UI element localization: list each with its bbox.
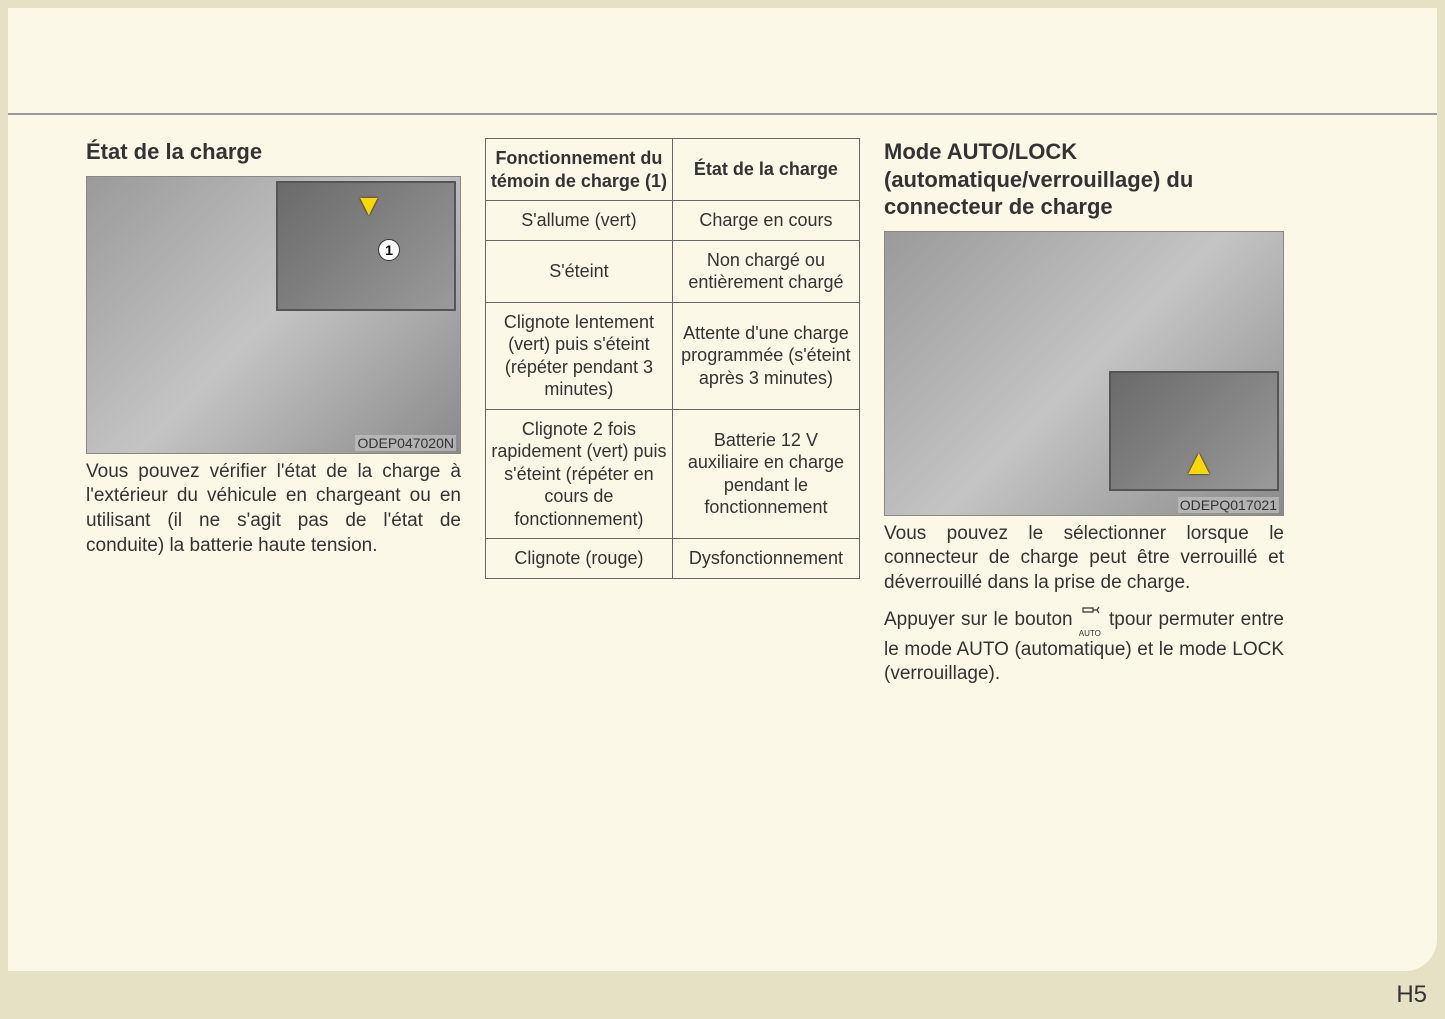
image-vehicle-interior: ▲ ODEPQ017021: [884, 231, 1284, 516]
image-vehicle-exterior: ▼ 1 ODEP047020N: [86, 176, 461, 454]
table-header-right: État de la charge: [672, 139, 859, 201]
body-text-1: Vous pouvez vérifier l'état de la charge…: [86, 460, 461, 559]
plug-auto-icon: [1079, 602, 1103, 622]
table-cell: Clignote 2 fois rapidement (vert) puis s…: [486, 409, 673, 539]
heading-auto-lock: Mode AUTO/LOCK (automatique/verrouillage…: [884, 138, 1284, 221]
body-text-3: Appuyer sur le bouton AUTO tpour permute…: [884, 602, 1284, 687]
table-cell: Clignote lentement (vert) puis s'éteint …: [486, 302, 673, 409]
table-cell: S'éteint: [486, 240, 673, 302]
heading-charge-state: État de la charge: [86, 138, 461, 166]
image-label-1: ODEP047020N: [355, 435, 456, 451]
charge-status-table: Fonctionnement du témoin de charge (1) É…: [485, 138, 860, 579]
body-text-2: Vous pouvez le sélectionner lorsque le c…: [884, 522, 1284, 596]
table-row: Clignote (rouge) Dysfonctionnement: [486, 539, 860, 579]
image-inset-button: ▲: [1109, 371, 1279, 491]
callout-number-1: 1: [378, 239, 400, 261]
image-inset-dashboard: ▼ 1: [276, 181, 456, 311]
auto-lock-icon: AUTO: [1079, 602, 1103, 638]
arrow-up-icon: ▲: [1181, 441, 1217, 483]
icon-sublabel: AUTO: [1079, 629, 1101, 638]
table-cell: Clignote (rouge): [486, 539, 673, 579]
table-cell: Attente d'une charge programmée (s'étein…: [672, 302, 859, 409]
page-number: H5: [1396, 981, 1427, 1009]
table-row: Clignote lentement (vert) puis s'éteint …: [486, 302, 860, 409]
page-inner: État de la charge ▼ 1 ODEP047020N Vous p…: [8, 8, 1437, 971]
content-columns: État de la charge ▼ 1 ODEP047020N Vous p…: [86, 138, 1359, 687]
table-row: Clignote 2 fois rapidement (vert) puis s…: [486, 409, 860, 539]
table-cell: Non chargé ou entièrement chargé: [672, 240, 859, 302]
table-cell: S'allume (vert): [486, 201, 673, 241]
arrow-down-icon: ▼: [354, 189, 384, 223]
table-row: S'éteint Non chargé ou entièrement charg…: [486, 240, 860, 302]
image-label-2: ODEPQ017021: [1178, 497, 1279, 513]
column-1: État de la charge ▼ 1 ODEP047020N Vous p…: [86, 138, 461, 687]
body-text-3-pre: Appuyer sur le bouton: [884, 609, 1079, 630]
header-rule: [8, 113, 1437, 115]
column-3: Mode AUTO/LOCK (automatique/verrouillage…: [884, 138, 1284, 687]
column-2: Fonctionnement du témoin de charge (1) É…: [485, 138, 860, 687]
table-cell: Batterie 12 V auxiliaire en charge penda…: [672, 409, 859, 539]
table-row: S'allume (vert) Charge en cours: [486, 201, 860, 241]
table-cell: Charge en cours: [672, 201, 859, 241]
table-cell: Dysfonctionnement: [672, 539, 859, 579]
table-header-left: Fonctionnement du témoin de charge (1): [486, 139, 673, 201]
table-header-row: Fonctionnement du témoin de charge (1) É…: [486, 139, 860, 201]
